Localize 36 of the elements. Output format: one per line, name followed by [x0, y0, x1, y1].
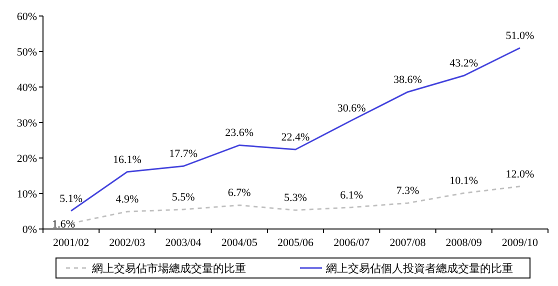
x-tick-label: 2002/03: [109, 237, 146, 249]
data-label: 6.1%: [340, 189, 364, 202]
data-label: 30.6%: [337, 102, 366, 114]
data-label: 23.6%: [225, 127, 254, 140]
data-label: 12.0%: [506, 168, 534, 180]
y-tick-label: 20%: [16, 153, 37, 165]
data-label: 5.3%: [284, 192, 307, 204]
x-tick-label: 2003/04: [165, 237, 202, 249]
x-tick-label: 2005/06: [277, 237, 314, 249]
data-label: 1.6%: [52, 218, 76, 230]
data-label: 17.7%: [169, 148, 198, 160]
data-label: 51.0%: [506, 30, 534, 42]
x-tick-label: 2009/10: [502, 237, 538, 249]
data-label: 6.7%: [228, 187, 251, 200]
x-tick-label: 2004/05: [221, 237, 258, 249]
x-tick-label: 2006/07: [334, 237, 370, 249]
data-label: 4.9%: [116, 194, 139, 206]
y-tick-label: 40%: [16, 82, 37, 94]
data-label: 43.2%: [450, 58, 478, 70]
x-tick-label: 2008/09: [446, 237, 482, 249]
data-label: 7.3%: [396, 185, 420, 198]
data-label: 16.1%: [112, 154, 142, 166]
y-tick-label: 10%: [16, 188, 37, 200]
data-label: 10.1%: [450, 175, 478, 188]
data-label: 22.4%: [281, 131, 310, 144]
y-tick-label: 0%: [22, 224, 37, 236]
data-label: 5.5%: [172, 191, 195, 204]
x-tick-label: 2001/02: [53, 237, 90, 249]
data-label: 5.1%: [60, 192, 83, 205]
x-tick-label: 2007/08: [390, 237, 426, 249]
data-label: 38.6%: [394, 74, 422, 86]
legend-label: 網上交易佔個人投資者總成交量的比重: [325, 262, 513, 275]
legend-label: 網上交易佔市場總成交量的比重: [91, 262, 246, 275]
y-tick-label: 50%: [16, 46, 37, 58]
y-tick-label: 60%: [16, 11, 37, 23]
y-tick-label: 30%: [16, 118, 37, 130]
